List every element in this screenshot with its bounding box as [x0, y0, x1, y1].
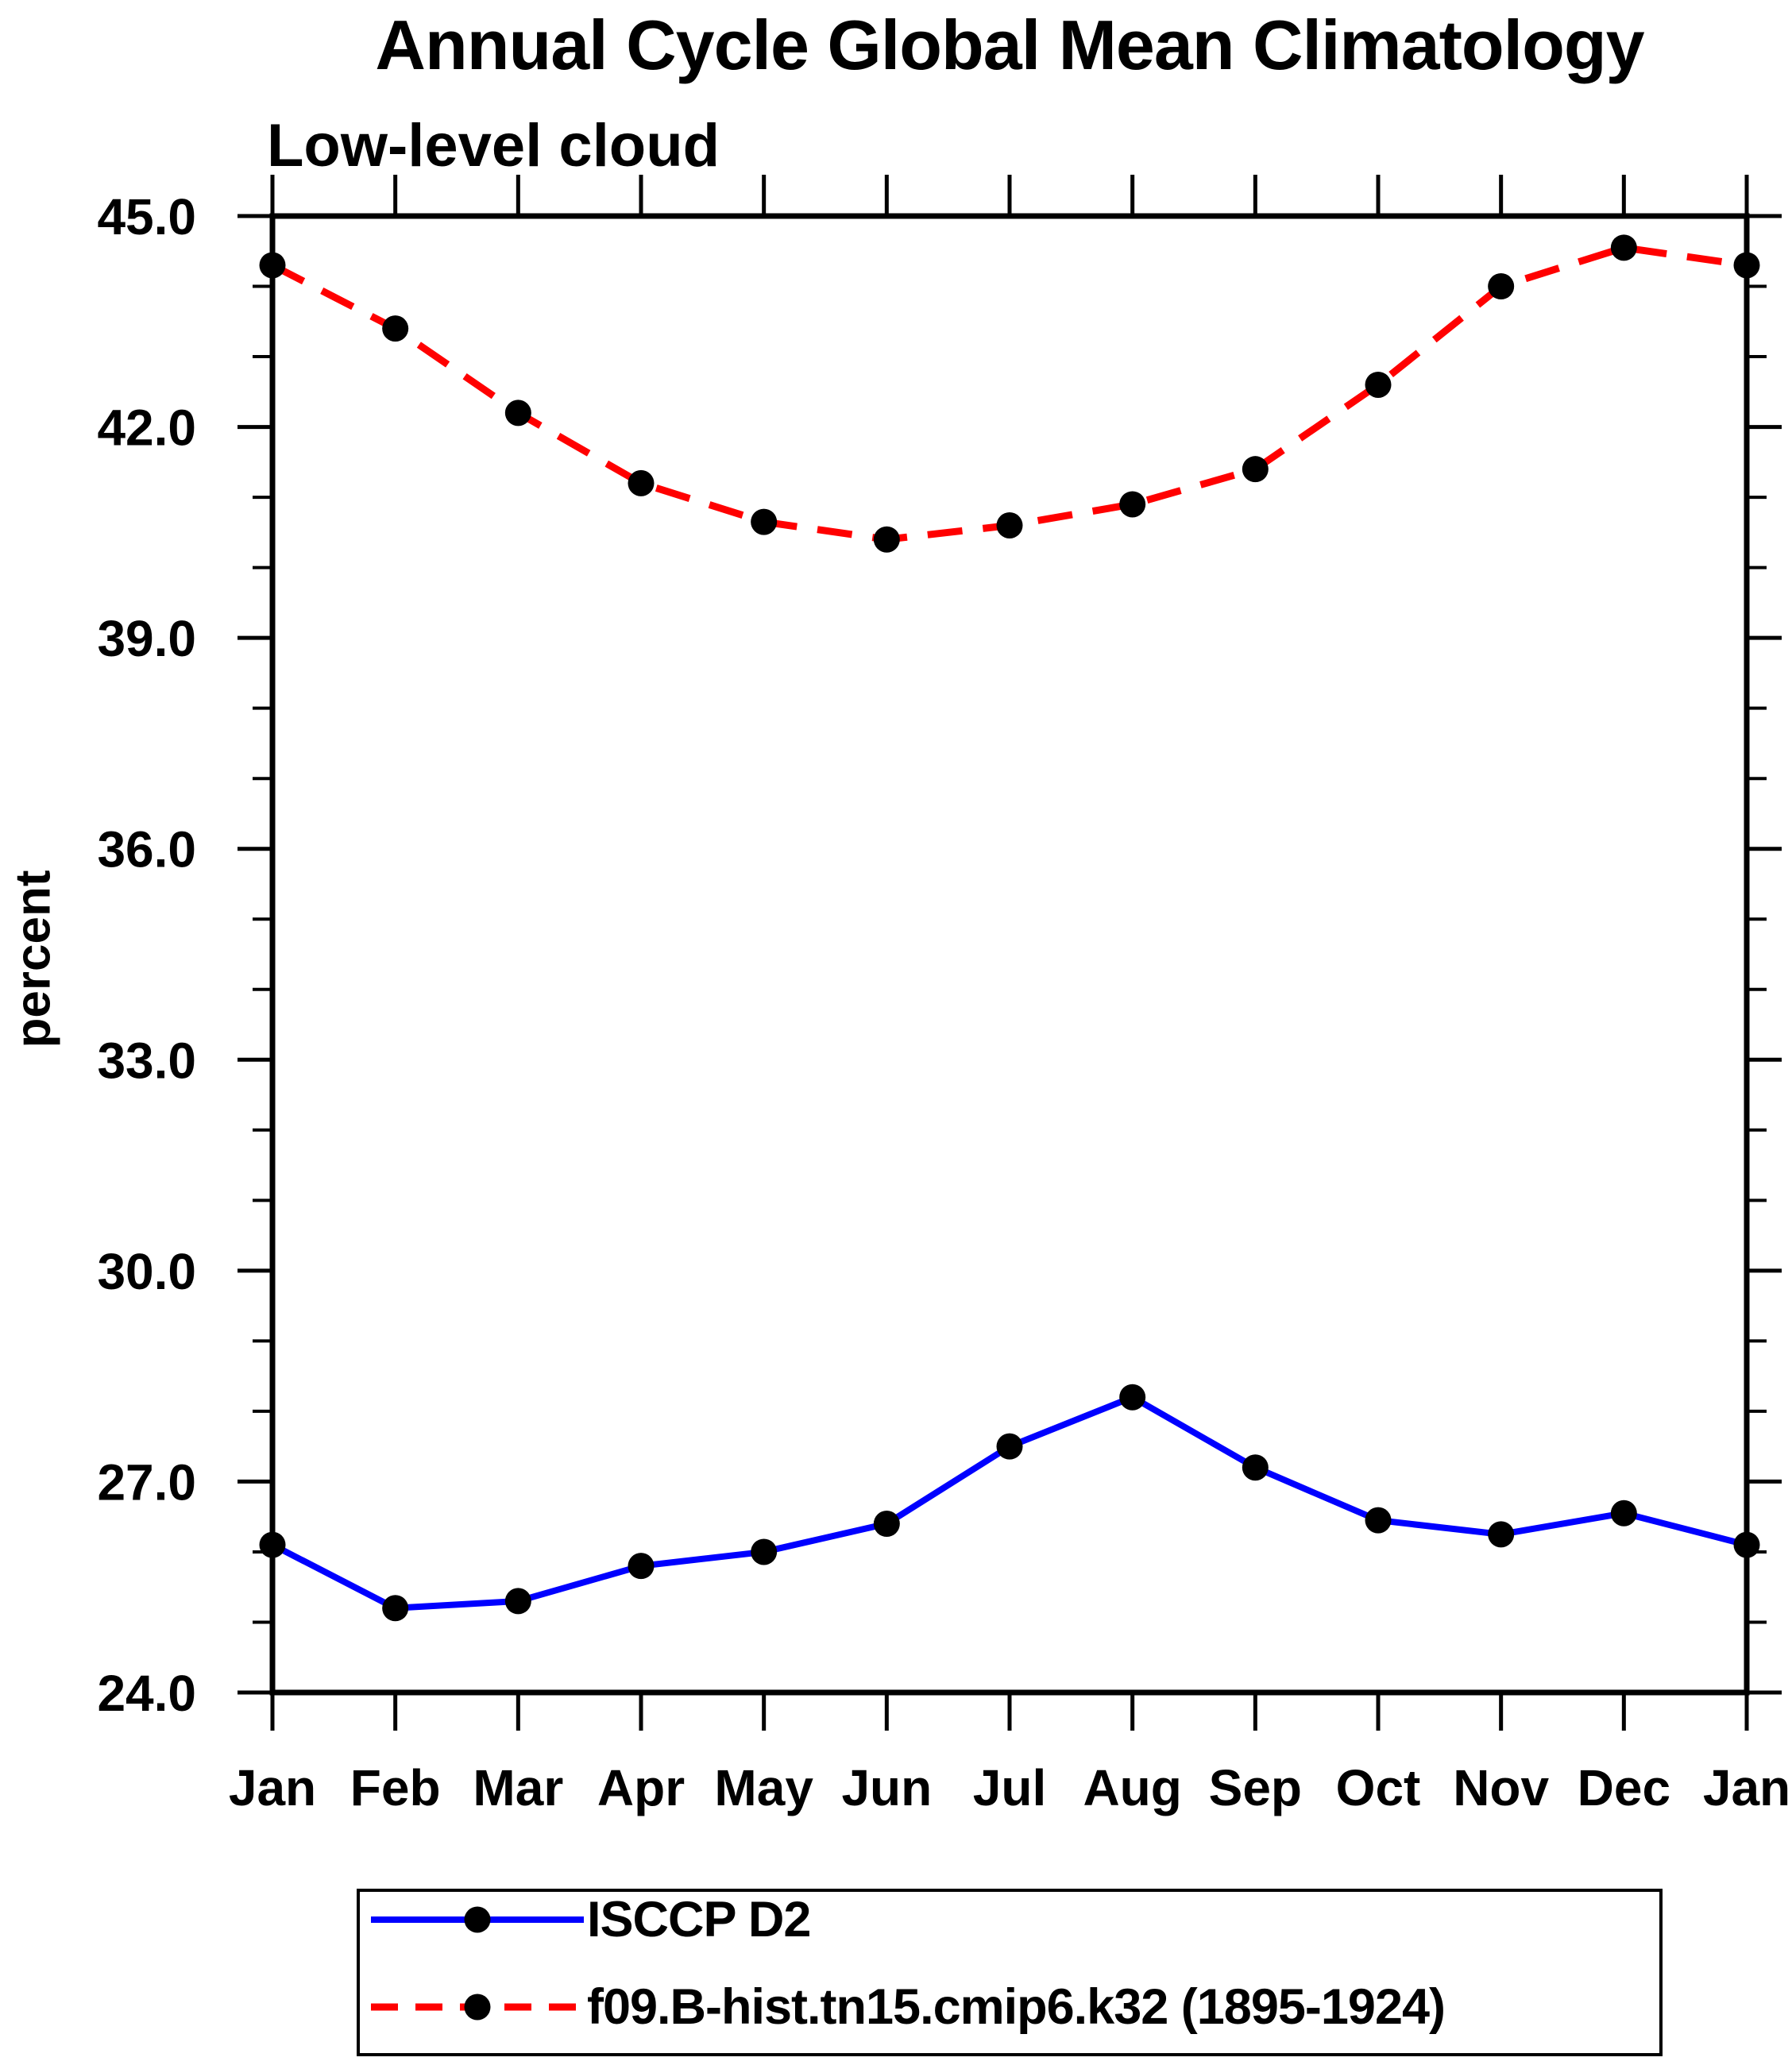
- chart-subtitle: Low-level cloud: [267, 112, 720, 179]
- series-markers-1: [259, 234, 1760, 553]
- data-point-marker: [628, 1553, 655, 1580]
- legend-item-model: f09.B-hist.tn15.cmip6.k32 (1895-1924): [365, 1979, 1446, 2035]
- x-tick-label: Jan: [229, 1759, 316, 1816]
- series-line-0: [271, 1393, 1748, 1611]
- y-tick-label: 30.0: [97, 1243, 196, 1300]
- data-point-marker: [751, 508, 778, 535]
- y-tick-label: 39.0: [97, 610, 196, 667]
- data-point-marker: [1242, 456, 1269, 483]
- y-tick-label: 27.0: [97, 1453, 196, 1511]
- data-point-marker: [873, 526, 900, 553]
- data-point-marker: [382, 315, 409, 342]
- x-axis-ticks: [270, 175, 1749, 1731]
- y-tick-label: 42.0: [97, 399, 196, 457]
- legend-label-model: f09.B-hist.tn15.cmip6.k32 (1895-1924): [587, 1979, 1446, 2035]
- x-tick-label: Feb: [350, 1759, 441, 1816]
- legend-marker-dot: [464, 1906, 491, 1933]
- legend: ISCCP D2 f09.B-hist.tn15.cmip6.k32 (1895…: [357, 1889, 1663, 2056]
- plot-frame: [269, 213, 1750, 1696]
- data-point-marker: [1733, 252, 1760, 279]
- x-axis-tick-labels: Jan Feb Mar Apr May Jun Jul Aug Sep Oct Nov Dec Jan: [229, 1759, 1790, 1816]
- x-tick-label: Sep: [1209, 1759, 1302, 1816]
- data-point-marker: [1610, 1500, 1637, 1527]
- data-point-marker: [996, 1433, 1023, 1460]
- data-point-marker: [1488, 273, 1515, 300]
- data-point-marker: [996, 512, 1023, 539]
- legend-item-isccp: ISCCP D2: [365, 1892, 811, 1947]
- legend-swatch-dashed-line-icon: [371, 1994, 584, 2021]
- data-point-marker: [1365, 371, 1392, 398]
- data-point-marker: [751, 1538, 778, 1565]
- legend-swatch-solid-line-icon: [371, 1906, 584, 1933]
- x-tick-label: Jul: [973, 1759, 1046, 1816]
- data-point-marker: [1242, 1454, 1269, 1481]
- x-tick-label: Mar: [473, 1759, 563, 1816]
- chart-title: Annual Cycle Global Mean Climatology: [375, 6, 1644, 84]
- legend-marker-dot: [464, 1994, 491, 2021]
- data-point-marker: [1119, 491, 1146, 518]
- data-point-marker: [1610, 234, 1637, 261]
- y-tick-label: 24.0: [97, 1665, 196, 1722]
- data-point-marker: [504, 1588, 531, 1615]
- x-tick-label: Jan: [1703, 1759, 1790, 1816]
- data-point-marker: [382, 1595, 409, 1622]
- y-tick-label: 33.0: [97, 1032, 196, 1089]
- y-tick-label: 36.0: [97, 821, 196, 878]
- x-tick-label: Nov: [1453, 1759, 1549, 1816]
- data-point-marker: [873, 1511, 900, 1538]
- x-tick-label: Apr: [597, 1759, 685, 1816]
- data-point-marker: [504, 399, 531, 427]
- data-point-marker: [259, 1531, 286, 1558]
- y-axis-ticks: [238, 214, 1782, 1695]
- legend-label-isccp: ISCCP D2: [587, 1892, 811, 1947]
- data-point-marker: [1733, 1531, 1760, 1558]
- x-tick-label: Aug: [1083, 1759, 1181, 1816]
- data-point-marker: [1119, 1384, 1146, 1411]
- y-axis-tick-labels: 24.0 27.0 30.0 33.0 36.0 39.0 42.0 45.0: [97, 188, 196, 1722]
- data-point-marker: [259, 252, 286, 279]
- x-tick-label: Oct: [1336, 1759, 1421, 1816]
- data-point-marker: [1488, 1521, 1515, 1548]
- series-line-1: [270, 244, 1748, 543]
- data-point-marker: [628, 469, 655, 496]
- series-markers-0: [259, 1384, 1760, 1622]
- y-tick-label: 45.0: [97, 188, 196, 245]
- x-tick-label: Dec: [1578, 1759, 1670, 1816]
- x-tick-label: May: [714, 1759, 813, 1816]
- x-tick-label: Jun: [841, 1759, 932, 1816]
- data-point-marker: [1365, 1507, 1392, 1534]
